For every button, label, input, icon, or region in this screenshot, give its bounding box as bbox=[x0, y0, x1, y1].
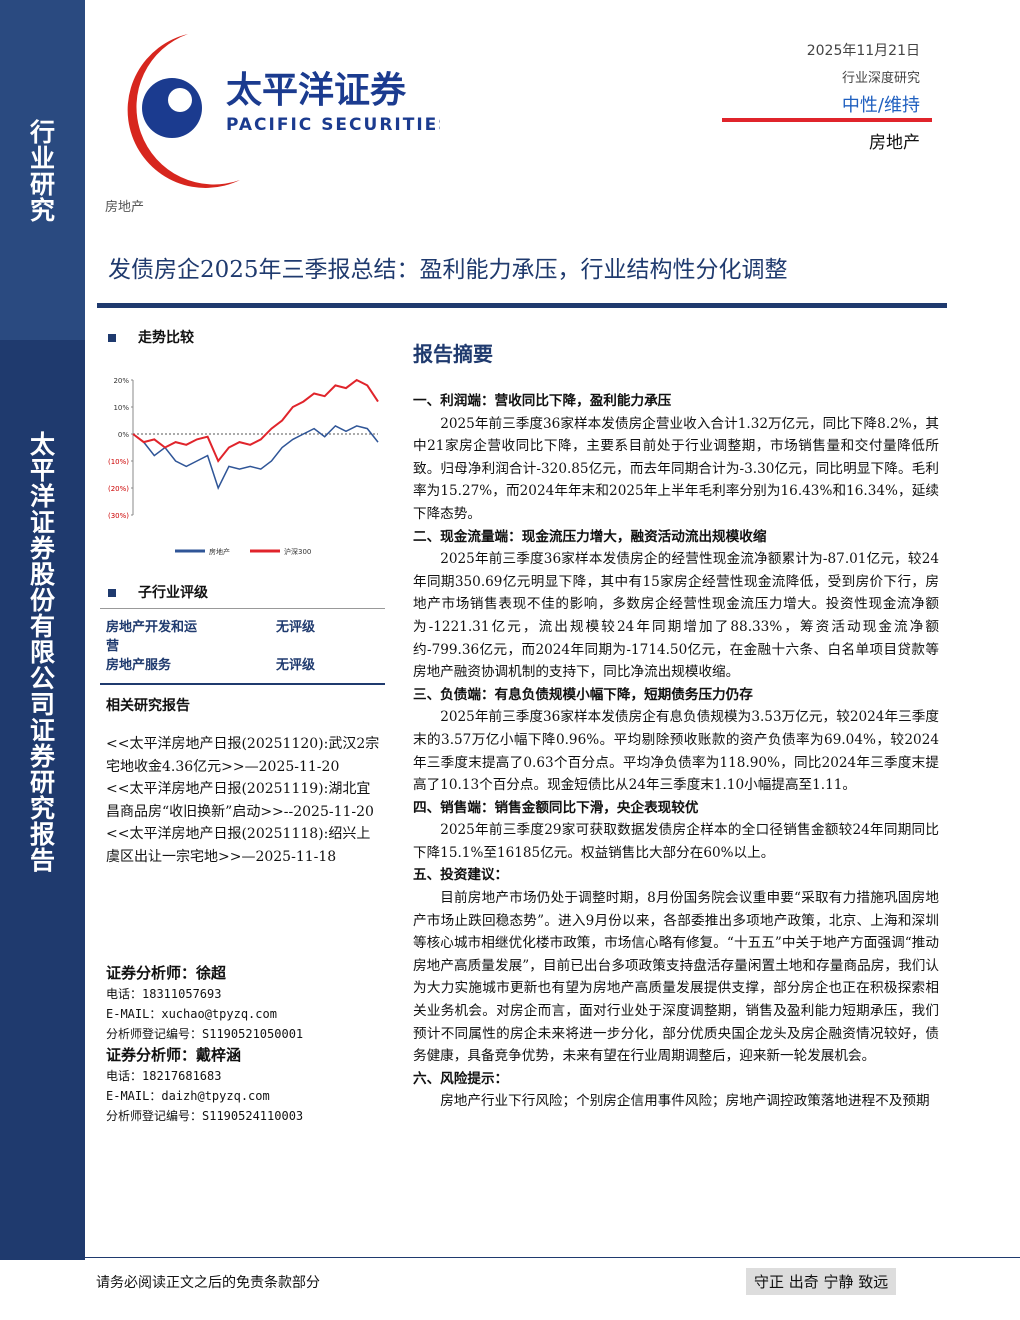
related-item: <<太平洋房地产日报(20251118):绍兴上虞区出让一宗宅地>>—2025-… bbox=[106, 826, 371, 865]
sub-rating-value: 无评级 bbox=[276, 658, 316, 673]
analyst-phone: 电话：18217681683 bbox=[106, 1069, 222, 1083]
analyst-title: 证券分析师：徐超 bbox=[106, 964, 227, 982]
trend-heading-text: 走势比较 bbox=[138, 330, 194, 346]
logo-dot bbox=[168, 88, 192, 112]
sidebar-bottom: 太平洋证券股份有限公司证券研究报告 bbox=[0, 340, 85, 1260]
legend-label: 房地产 bbox=[209, 547, 230, 556]
y-tick-label: 0% bbox=[118, 431, 129, 439]
footer-motto: 守正 出奇 宁静 致远 bbox=[746, 1268, 897, 1295]
related-heading: 相关研究报告 bbox=[106, 698, 190, 714]
section-text: 2025年前三季度36家样本发债房企营业收入合计1.32万亿元，同比下降8.2%… bbox=[413, 415, 939, 522]
section-heading: 三、负债端：有息负债规模小幅下降，短期债务压力仍存 bbox=[413, 686, 753, 703]
sub-rating-row: 房地产服务 无评级 bbox=[106, 656, 376, 675]
logo: 太平洋证券 PACIFIC SECURITIES bbox=[127, 34, 440, 188]
y-tick-label: 20% bbox=[113, 377, 129, 385]
section-text: 目前房地产市场仍处于调整时期，8月份国务院会议重申要“采取有力措施巩固房地产市场… bbox=[413, 890, 939, 1065]
sidebar-bottom-text: 太平洋证券股份有限公司证券研究报告 bbox=[29, 430, 55, 875]
section-heading: 二、现金流量端：现金流压力增大，融资活动流出规模收缩 bbox=[413, 528, 767, 545]
section-heading: 六、风险提示： bbox=[413, 1070, 509, 1087]
summary: 一、利润端：营收同比下降，盈利能力承压 2025年前三季度36家样本发债房企营业收… bbox=[413, 390, 939, 1113]
section-heading: 一、利润端：营收同比下降，盈利能力承压 bbox=[413, 393, 672, 409]
section-text: 2025年前三季度36家样本发债房企有息负债规模为3.53万亿元，较2024年三… bbox=[413, 709, 939, 794]
y-tick-label: 10% bbox=[113, 404, 129, 412]
sub-industry: 房地产开发和运营 bbox=[106, 620, 198, 654]
logo-en: PACIFIC SECURITIES bbox=[226, 115, 440, 135]
footer-rule bbox=[85, 1257, 1020, 1258]
series-line bbox=[132, 378, 379, 463]
date: 2025年11月21日 bbox=[806, 43, 920, 59]
analyst-reg: 分析师登记编号：S1190521050001 bbox=[106, 1027, 304, 1041]
y-tick-label: (30%) bbox=[108, 512, 129, 520]
series-line bbox=[132, 424, 379, 490]
section-text: 2025年前三季度29家可获取数据发债房企样本的全口径销售金额较24年同期同比下… bbox=[413, 822, 939, 861]
related-item: <<太平洋房地产日报(20251119):湖北宜昌商品房“收旧换新”启动>>--… bbox=[106, 781, 374, 820]
sub-rating-heading-text: 子行业评级 bbox=[138, 585, 208, 601]
related-item: <<太平洋房地产日报(20251120):武汉2宗宅地收金4.36亿元>>—20… bbox=[106, 736, 380, 775]
logo-cn: 太平洋证券 bbox=[226, 70, 407, 111]
sidebar-top: 行业研究 bbox=[0, 0, 85, 340]
related-list: <<太平洋房地产日报(20251120):武汉2宗宅地收金4.36亿元>>—20… bbox=[106, 733, 382, 868]
trend-heading: 走势比较 bbox=[108, 327, 194, 347]
sub-rating-rule bbox=[100, 608, 385, 609]
y-tick-label: (10%) bbox=[108, 458, 129, 466]
section-heading: 四、销售端：销售金额同比下滑，央企表现较优 bbox=[413, 799, 699, 816]
analyst-email: E-MAIL：daizh@tpyzq.com bbox=[106, 1089, 270, 1103]
category: 房地产 bbox=[105, 200, 145, 215]
trend-chart: 20% 10% 0% (10%) (20%) (30%) 房地产 沪深300 bbox=[108, 377, 379, 556]
y-tick-label: (20%) bbox=[108, 485, 129, 493]
sub-rating-heading: 子行业评级 bbox=[108, 582, 208, 602]
analyst-email: E-MAIL：xuchao@tpyzq.com bbox=[106, 1007, 277, 1021]
footer-disclaimer: 请务必阅读正文之后的免责条款部分 bbox=[96, 1275, 320, 1291]
rating-rule bbox=[722, 118, 932, 122]
report-type: 行业深度研究 bbox=[841, 71, 920, 86]
sub-industry: 房地产服务 bbox=[106, 658, 172, 673]
summary-heading: 报告摘要 bbox=[413, 342, 493, 366]
section-text: 2025年前三季度36家样本发债房企的经营性现金流净额累计为-87.01亿元，较… bbox=[413, 551, 939, 681]
analyst-reg: 分析师登记编号：S1190524110003 bbox=[106, 1109, 304, 1123]
legend-label: 沪深300 bbox=[284, 547, 311, 556]
analyst-phone: 电话：18311057693 bbox=[106, 987, 222, 1001]
section-text: 房地产行业下行风险；个别房企信用事件风险；房地产调控政策落地进程不及预期 bbox=[440, 1093, 930, 1110]
sub-rating-row: 房地产开发和运营 无评级 bbox=[106, 618, 376, 656]
sector: 房地产 bbox=[869, 133, 920, 153]
analyst-title: 证券分析师：戴梓涵 bbox=[106, 1046, 242, 1064]
analysts: 证券分析师：徐超电话：18311057693 E-MAIL：xuchao@tpyz… bbox=[106, 962, 386, 1126]
title: 发债房企2025年三季报总结：盈利能力承压，行业结构性分化调整 bbox=[108, 257, 788, 283]
related-rule bbox=[100, 683, 385, 685]
sub-rating-value: 无评级 bbox=[276, 620, 316, 635]
sub-rating-table: 房地产开发和运营 无评级 房地产服务 无评级 bbox=[106, 618, 376, 675]
title-rule bbox=[97, 303, 947, 308]
sidebar-top-text: 行业研究 bbox=[29, 118, 55, 225]
section-heading: 五、投资建议： bbox=[413, 867, 509, 884]
rating: 中性/维持 bbox=[841, 95, 920, 116]
